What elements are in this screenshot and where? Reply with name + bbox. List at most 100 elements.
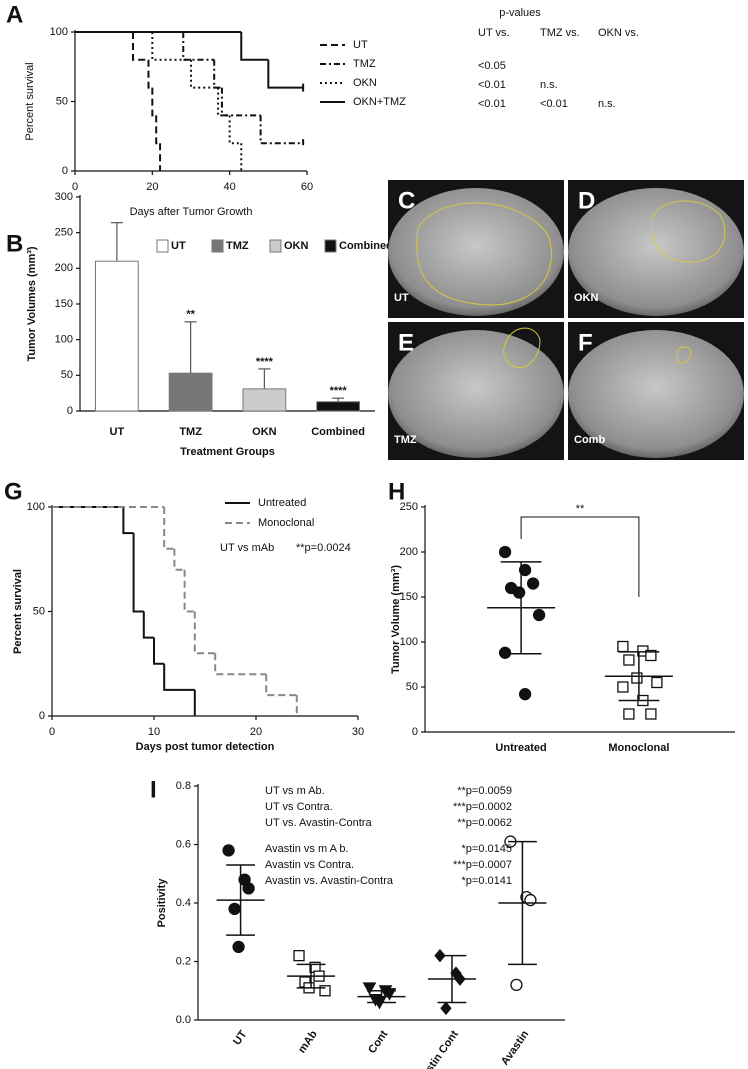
data-point [651, 676, 663, 689]
survival-step [183, 569, 195, 613]
significance-bracket [520, 516, 640, 597]
pvalue-cell: <0.01 [540, 98, 568, 110]
comparison-label: UT vs Contra. [265, 801, 333, 813]
x-axis-label: Treatment Groups [180, 446, 275, 458]
y-tick-label: 0 [39, 710, 45, 722]
image-letter: D [578, 187, 595, 214]
brain-scan [388, 330, 564, 458]
x-tick-label: Avastin Cont [412, 1028, 461, 1069]
image-label: UT [394, 292, 409, 304]
panel-letter: G [4, 478, 23, 505]
image-label: TMZ [394, 434, 417, 446]
survival-step [267, 59, 304, 89]
legend-swatch [269, 239, 282, 253]
data-point [518, 688, 532, 701]
x-tick-label: Avastin [499, 1028, 532, 1067]
panel-letter: H [388, 478, 405, 505]
data-point [512, 586, 526, 599]
legend-label: UT [353, 39, 368, 51]
y-tick-label: 50 [56, 95, 68, 107]
data-point [510, 978, 523, 992]
x-axis-label: Days after Tumor Growth [130, 206, 253, 218]
survival-step [151, 32, 191, 61]
pvalue-title: p-values [499, 7, 541, 19]
survival-step [147, 59, 153, 89]
tumor-outline [503, 327, 541, 368]
y-tick-label: 300 [55, 191, 73, 203]
x-tick-label: Cont [366, 1028, 390, 1056]
panel-letter: A [6, 1, 23, 28]
y-tick-label: 100 [55, 334, 73, 346]
survival-step [132, 32, 149, 61]
x-tick-label: TMZ [179, 426, 202, 438]
x-tick-label: mAb [296, 1028, 320, 1055]
y-tick-label: 100 [27, 501, 45, 513]
comparison-p: ***p=0.0007 [453, 859, 512, 871]
data-point [617, 681, 629, 693]
y-tick-label: 0.0 [176, 1014, 191, 1026]
comparison-p: ***p=0.0002 [453, 801, 512, 813]
survival-step [155, 115, 161, 145]
y-tick-label: 0 [67, 405, 73, 417]
legend-label: Monoclonal [258, 517, 314, 529]
y-tick-label: 100 [50, 26, 68, 38]
comparison-p: **p=0.0059 [457, 785, 512, 797]
significance: ** [576, 503, 585, 515]
legend-label: Untreated [258, 497, 306, 509]
comparison-label: UT vs. Avastin-Contra [265, 817, 372, 829]
y-tick-label: 0 [62, 165, 68, 177]
image-letter: C [398, 187, 415, 214]
significance: **** [256, 356, 274, 368]
data-point [319, 985, 331, 997]
y-tick-label: 150 [400, 591, 418, 603]
data-point [293, 950, 305, 962]
data-point [532, 608, 546, 622]
annotation-label: UT vs mAb [220, 542, 274, 554]
survival-step [163, 663, 195, 691]
pvalue-column: OKN vs. [598, 27, 639, 39]
comparison-label: UT vs m Ab. [265, 785, 325, 797]
panel-letter: I [150, 776, 157, 803]
x-tick-label: 40 [224, 181, 236, 193]
legend-label: OKN [353, 77, 377, 89]
pvalue-cell: <0.01 [478, 98, 506, 110]
y-axis-label: Percent survival [24, 62, 36, 140]
x-tick-label: Combined [311, 426, 365, 438]
survival-step [193, 611, 216, 655]
y-tick-label: 0.8 [176, 780, 191, 792]
bar [168, 372, 213, 412]
data-point [232, 940, 245, 954]
x-axis-label: Days post tumor detection [136, 741, 275, 753]
x-tick-label: 0 [49, 726, 55, 738]
survival-step [217, 87, 230, 117]
image-label: OKN [574, 292, 599, 304]
x-tick-label: UT [231, 1028, 249, 1047]
data-point [518, 563, 532, 577]
bar [94, 260, 139, 412]
annotation-p: **p=0.0024 [296, 542, 351, 554]
data-point [242, 882, 255, 895]
comparison-p: *p=0.0141 [462, 875, 512, 887]
y-tick-label: 200 [400, 546, 418, 558]
x-tick-label: 30 [352, 726, 364, 738]
bar [242, 388, 287, 412]
legend-label: TMZ [226, 240, 249, 252]
y-tick-label: 0.4 [176, 897, 191, 909]
comparison-p: **p=0.0062 [457, 817, 512, 829]
y-tick-label: 0 [412, 726, 418, 738]
pvalue-cell: n.s. [598, 98, 616, 110]
comparison-label: Avastin vs Contra. [265, 859, 354, 871]
brain-scan [568, 330, 744, 458]
pvalue-column: TMZ vs. [540, 27, 580, 39]
x-tick-label: OKN [252, 426, 277, 438]
data-point [228, 902, 241, 915]
data-point [362, 982, 377, 995]
y-axis-label: Tumor Volume (mm³) [390, 565, 402, 674]
y-tick-label: 0.6 [176, 838, 191, 850]
tumor-outline [676, 346, 692, 364]
y-tick-label: 250 [400, 501, 418, 513]
data-point [498, 646, 512, 659]
x-tick-label: UT [110, 426, 125, 438]
legend-label: OKN+TMZ [353, 96, 406, 108]
